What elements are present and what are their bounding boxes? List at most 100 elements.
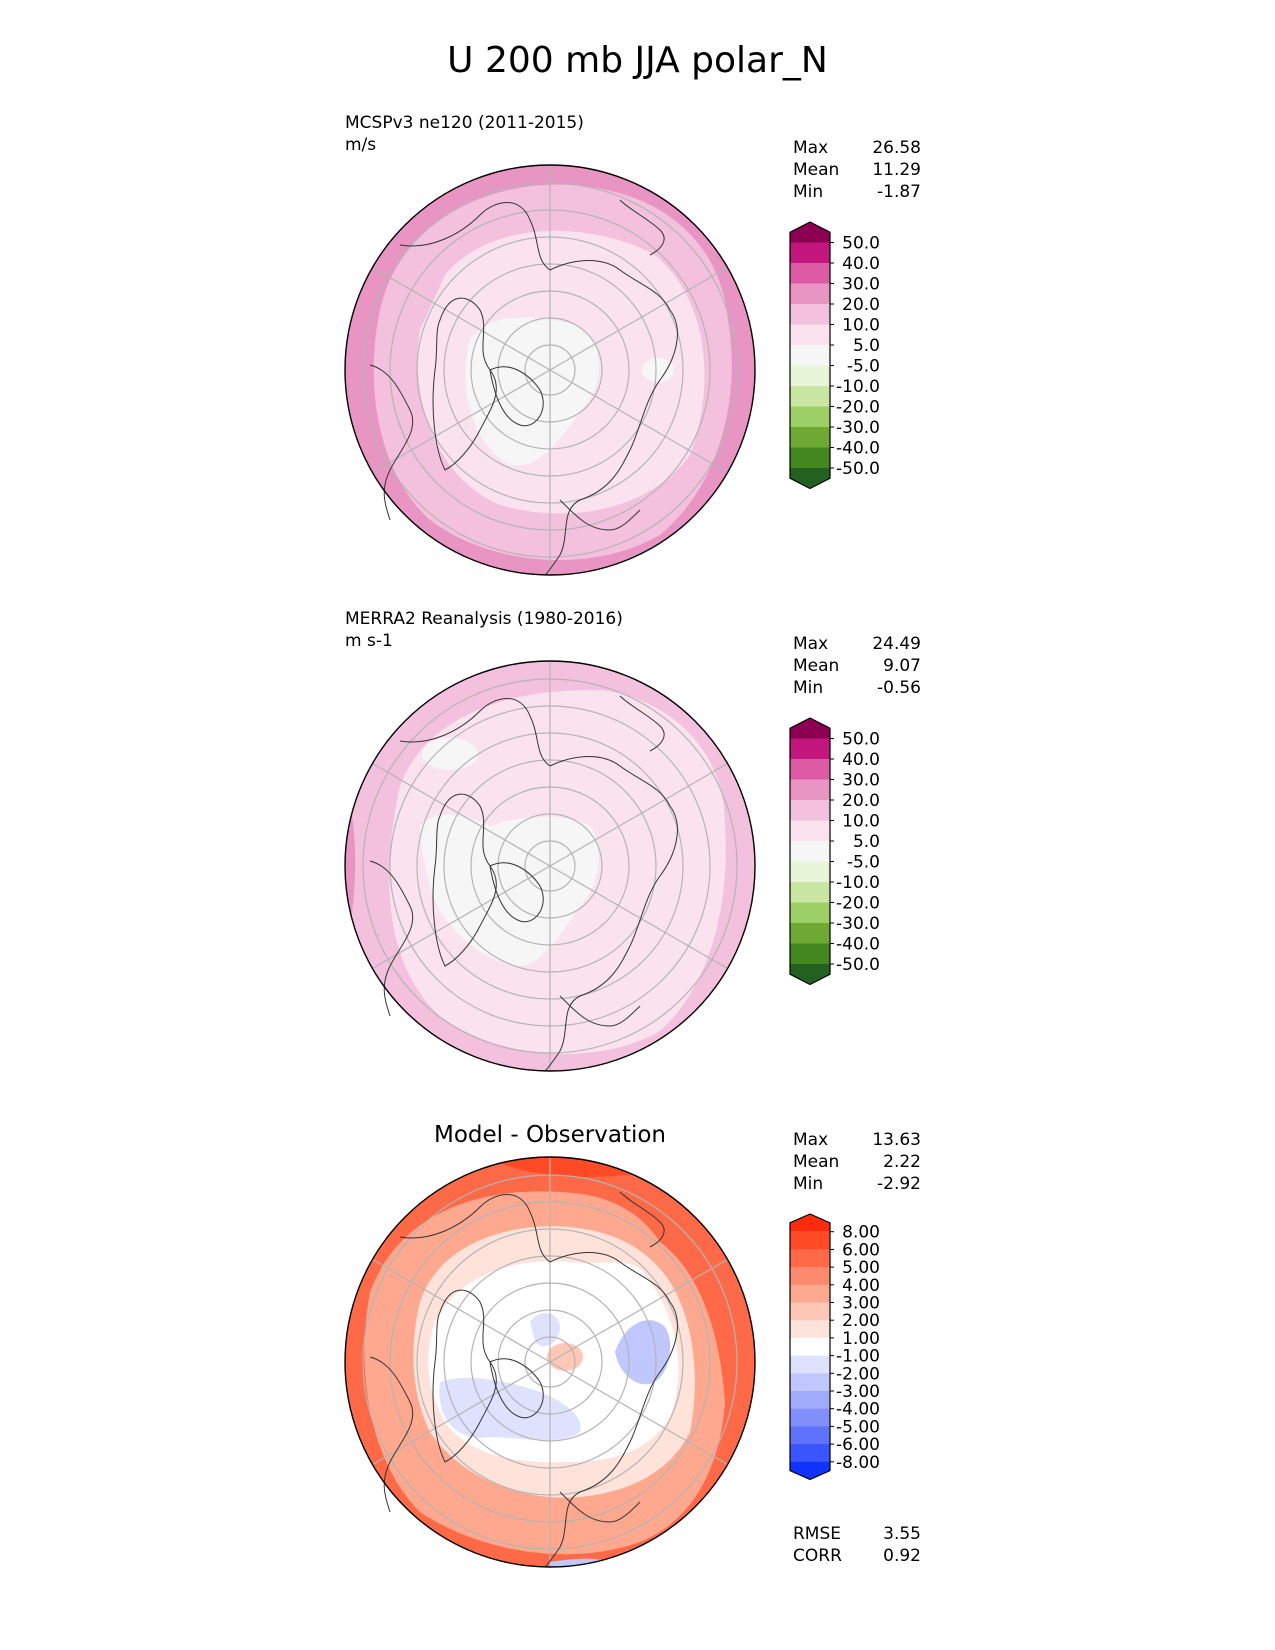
coastlines	[369, 1191, 678, 1568]
colorbar-tick-label: -20.0	[836, 398, 880, 418]
colorbar-tick-label: -10.0	[836, 873, 880, 893]
colorbar-outline	[789, 221, 831, 490]
colorbar-tick-label: -1.00	[836, 1347, 880, 1367]
colorbar-diff: 8.006.005.004.003.002.001.00-1.00-2.00-3…	[789, 1213, 880, 1481]
stat-min-value: -1.87	[877, 182, 921, 202]
colorbar-segment	[790, 943, 830, 965]
contour-negative-south	[550, 1558, 620, 1567]
colorbar-tick-label: 2.00	[842, 1311, 880, 1331]
stat-min-value: -2.92	[877, 1174, 921, 1194]
colorbar-segment	[790, 718, 830, 739]
colorbar-outline	[789, 1213, 831, 1481]
colorbar-segment	[790, 820, 830, 842]
colorbar-tick-label: -50.0	[836, 955, 880, 975]
contour-region-strip-left	[345, 766, 356, 926]
colorbar-segment	[790, 1373, 830, 1392]
panel-obs-units: m s-1	[345, 631, 393, 651]
colorbar-segment	[790, 1249, 830, 1268]
colorbar-outline	[789, 717, 831, 986]
colorbar-segment	[790, 1267, 830, 1286]
figure-title: U 200 mb JJA polar_N	[447, 40, 828, 81]
panel-model-title: MCSPv3 ne120 (2011-2015)	[345, 113, 584, 133]
colorbar-tick-label: 3.00	[842, 1294, 880, 1314]
colorbar-segment	[790, 1320, 830, 1339]
colorbar-tick-label: -5.0	[847, 853, 880, 873]
contour-negative-pole	[530, 1312, 560, 1347]
colorbar-segment	[790, 447, 830, 469]
contour-negative-west	[439, 1377, 581, 1441]
colorbar-segment	[790, 779, 830, 801]
colorbar-tick-label: 40.0	[842, 254, 880, 274]
graticule	[362, 1157, 738, 1567]
map-boundary	[344, 660, 756, 1072]
coastlines	[369, 199, 678, 576]
colorbar-segment	[790, 406, 830, 428]
colorbar-segment	[790, 964, 830, 985]
stat-max-value: 24.49	[872, 634, 921, 654]
panel-diff-title: Model - Observation	[433, 1122, 667, 1148]
colorbar-tick-label: 30.0	[842, 771, 880, 791]
stat-min-label: Min	[793, 1174, 824, 1194]
colorbar-tick-label: -3.00	[836, 1382, 880, 1402]
graticule	[362, 661, 738, 1071]
colorbar-segment	[790, 468, 830, 489]
colorbar-segment	[790, 882, 830, 903]
colorbar-segment	[790, 427, 830, 448]
colorbar-segment	[790, 923, 830, 944]
contour-region-pole	[465, 317, 599, 466]
colorbar-segment	[790, 841, 830, 862]
colorbar-tick-label: 5.00	[842, 1258, 880, 1278]
colorbar-tick-label: 8.00	[842, 1223, 880, 1243]
rmse-value: 3.55	[883, 1524, 921, 1544]
colorbar-segment	[790, 263, 830, 284]
colorbar-tick-label: 10.0	[842, 812, 880, 832]
colorbar-tick-label: 20.0	[842, 791, 880, 811]
stats-box-diff: Max 13.63 Mean 2.22 Min -2.92	[793, 1129, 921, 1195]
polar-map-obs	[344, 660, 756, 1072]
coastlines	[369, 695, 678, 1072]
colorbar-segment	[790, 1355, 830, 1374]
colorbar-tick-label: -6.00	[836, 1435, 880, 1455]
stat-mean-label: Mean	[793, 1152, 840, 1172]
colorbar-segment	[790, 759, 830, 780]
colorbar-segment	[790, 324, 830, 346]
colorbar-tick-label: 50.0	[842, 234, 880, 254]
stat-min-label: Min	[793, 182, 824, 202]
colorbar-tick-label: -20.0	[836, 894, 880, 914]
colorbar-segment	[790, 1461, 830, 1480]
colorbar-segment	[790, 386, 830, 407]
colorbar-tick-label: -8.00	[836, 1453, 880, 1473]
colorbar-segment	[790, 902, 830, 924]
colorbar-tick-label: -4.00	[836, 1400, 880, 1420]
colorbar-tick-label: -40.0	[836, 439, 880, 459]
colorbar-segment	[790, 345, 830, 366]
panel-obs-label: MERRA2 Reanalysis (1980-2016) m s-1	[345, 608, 623, 652]
colorbar-tick-label: 5.0	[853, 336, 880, 356]
colorbar-segment	[790, 738, 830, 760]
stat-max-value: 26.58	[872, 138, 921, 158]
colorbar-segment	[790, 1337, 830, 1357]
colorbar-segment	[790, 1426, 830, 1445]
stat-max-label: Max	[793, 1130, 829, 1150]
colorbar-segment	[790, 1391, 830, 1410]
stat-mean-label: Mean	[793, 656, 840, 676]
colorbar-segment	[790, 1408, 830, 1427]
corr-value: 0.92	[883, 1546, 921, 1566]
stat-mean-value: 11.29	[872, 160, 921, 180]
polar-map-diff	[344, 1156, 756, 1568]
colorbar-tick-label: -2.00	[836, 1364, 880, 1384]
rmse-label: RMSE	[793, 1524, 842, 1544]
graticule	[362, 165, 738, 575]
colorbar-segment	[790, 1302, 830, 1321]
panel-model-label: MCSPv3 ne120 (2011-2015) m/s	[345, 112, 584, 156]
colorbar-tick-label: -50.0	[836, 459, 880, 479]
colorbar-tick-label: 40.0	[842, 750, 880, 770]
colorbar-segment	[790, 242, 830, 264]
colorbar-segment	[790, 304, 830, 325]
colorbar-tick-label: 4.00	[842, 1276, 880, 1296]
contour-spot	[422, 738, 478, 770]
colorbar-segment	[790, 1214, 830, 1232]
stats-box-model: Max 26.58 Mean 11.29 Min -1.87	[793, 137, 921, 203]
colorbar-tick-label: 1.00	[842, 1329, 880, 1349]
colorbar-model: 50.040.030.020.010.05.0-5.0-10.0-20.0-30…	[789, 221, 880, 490]
